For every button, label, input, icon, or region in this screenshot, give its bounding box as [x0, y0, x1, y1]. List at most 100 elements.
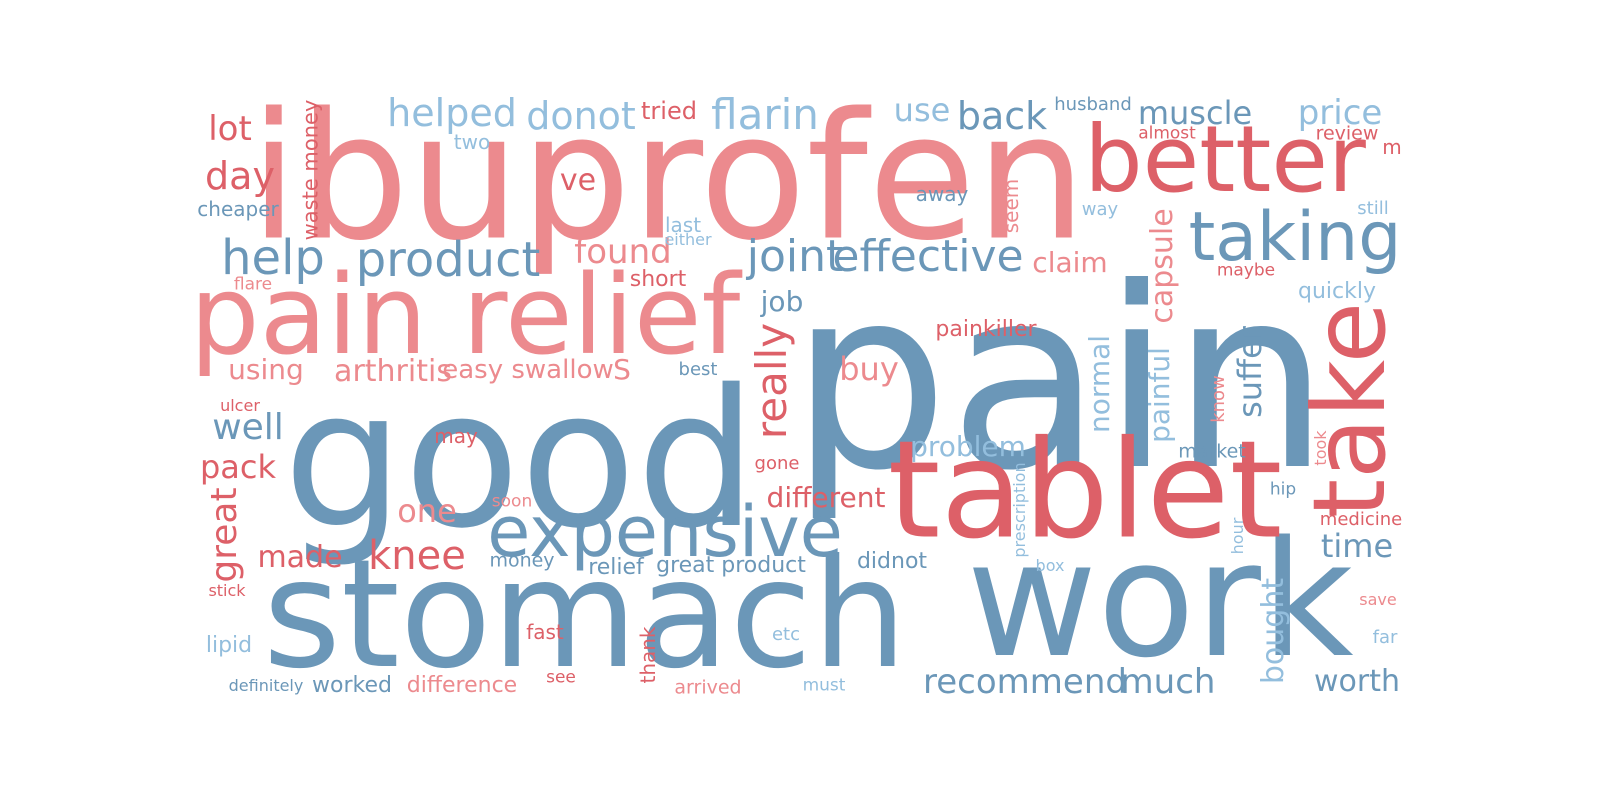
word-arrived: arrived — [674, 676, 742, 699]
word-take: take — [1291, 301, 1408, 519]
word-etc: etc — [771, 624, 801, 645]
word-market: market — [1178, 440, 1246, 463]
word-stomach: stomach — [262, 528, 908, 702]
word-money: money — [489, 549, 555, 572]
word-worked: worked — [312, 673, 392, 698]
word-helped: helped — [387, 91, 517, 135]
word-using: using — [228, 353, 304, 386]
word-one: one — [397, 492, 457, 530]
word-day: day — [205, 154, 275, 198]
word-save: save — [1359, 590, 1397, 609]
word-medicine: medicine — [1319, 509, 1403, 530]
word-job: job — [760, 285, 804, 318]
word-capsule: capsule — [1145, 208, 1180, 324]
word-painful: painful — [1143, 347, 1176, 443]
word-husband: husband — [1054, 94, 1132, 115]
word-ve: ve — [559, 163, 597, 198]
word-price: price — [1297, 93, 1383, 133]
word-review: review — [1315, 122, 1379, 145]
word-flare: flare — [233, 274, 273, 295]
word-really: really — [747, 322, 796, 440]
word-tried: tried — [641, 97, 697, 125]
word-maybe: maybe — [1216, 260, 1276, 281]
word-arthritis: arthritis — [334, 354, 452, 389]
word-lot: lot — [208, 109, 252, 149]
word-pack: pack — [199, 448, 277, 486]
word-hour: hour — [1228, 517, 1247, 555]
word-waste-money: waste money — [298, 99, 323, 241]
word-found: found — [574, 232, 672, 272]
word-use: use — [893, 91, 951, 129]
word-muscle: muscle — [1137, 94, 1253, 132]
word-quickly: quickly — [1298, 279, 1376, 304]
word-two: two — [453, 130, 491, 154]
word-stick: stick — [208, 581, 246, 600]
word-time: time — [1320, 527, 1394, 565]
word-still: still — [1357, 198, 1389, 219]
word-good: good — [283, 349, 757, 570]
word-must: must — [802, 675, 846, 696]
word-hip: hip — [1269, 479, 1297, 500]
word-worth: worth — [1313, 664, 1401, 699]
word-great: great — [204, 487, 245, 583]
word-well: well — [212, 407, 284, 448]
word-made: made — [257, 540, 343, 575]
word-fast: fast — [526, 620, 564, 644]
word-prescription: prescription — [1010, 462, 1029, 558]
word-last: last — [664, 213, 702, 237]
word-way: way — [1081, 199, 1119, 220]
word-box: box — [1035, 556, 1065, 575]
word-definitely: definitely — [228, 676, 304, 695]
word-joint: joint — [746, 231, 844, 282]
word-pain-relief: pain relief — [189, 251, 741, 379]
word-gone: gone — [754, 453, 800, 474]
word-better: better — [1084, 106, 1366, 213]
word-ibuprofen: ibuprofen — [249, 76, 1087, 280]
word-taking: taking — [1188, 198, 1402, 277]
word-problem: problem — [910, 430, 1026, 463]
word-work: work — [966, 506, 1354, 693]
word-short: short — [629, 267, 687, 292]
word-see: see — [546, 667, 576, 688]
word-soon: soon — [491, 491, 533, 512]
word-back: back — [956, 94, 1048, 138]
word-best: best — [678, 359, 718, 380]
word-m: m — [1382, 135, 1402, 159]
word-almost: almost — [1138, 123, 1196, 144]
word-far: far — [1372, 627, 1398, 648]
word-know: know — [1208, 375, 1229, 423]
word-much: much — [1120, 662, 1216, 702]
word-difference: difference — [406, 673, 518, 698]
word-help: help — [221, 230, 325, 286]
word-buy: buy — [839, 350, 899, 388]
word-great-product: great product — [656, 553, 806, 578]
word-ulcer: ulcer — [220, 396, 260, 415]
word-recommend: recommend — [923, 662, 1127, 702]
word-donot: donot — [526, 94, 636, 138]
word-seem: seem — [999, 178, 1023, 234]
word-normal: normal — [1083, 334, 1116, 434]
word-painkiller: painkiller — [935, 317, 1037, 342]
word-took: took — [1311, 430, 1330, 466]
word-relief: relief — [588, 555, 644, 580]
word-didnot: didnot — [856, 549, 928, 574]
word-knee: knee — [368, 533, 466, 579]
word-effective: effective — [832, 231, 1024, 282]
word-flarin: flarin — [711, 90, 819, 139]
word-claim: claim — [1032, 246, 1108, 279]
word-expensive: expensive — [487, 491, 843, 573]
word-may: may — [434, 424, 478, 448]
word-either: either — [664, 230, 712, 249]
word-thank: thank — [636, 626, 660, 684]
word-s: S — [613, 353, 631, 386]
word-suffer: suffer — [1231, 326, 1269, 418]
word-bought: bought — [1256, 577, 1291, 685]
word-product: product — [355, 232, 541, 288]
word-tablet: tablet — [887, 411, 1283, 569]
word-away: away — [915, 182, 969, 206]
word-lipid: lipid — [205, 633, 253, 658]
word-cheaper: cheaper — [197, 197, 279, 221]
word-easy-swallow: easy swallow — [442, 355, 614, 385]
word-different: different — [766, 481, 886, 514]
